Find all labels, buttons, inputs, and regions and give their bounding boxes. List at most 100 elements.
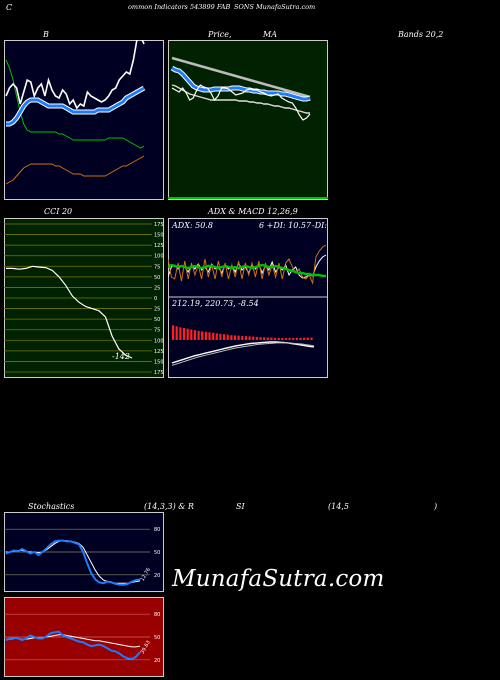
cci-tick-label: 0 <box>154 296 157 302</box>
adx-green-line <box>168 263 326 278</box>
macd-histogram-bar <box>186 328 189 341</box>
macd-histogram-bar <box>299 337 302 341</box>
macd-histogram-bar <box>230 335 233 340</box>
price-ma-long-line <box>171 56 311 99</box>
label-price: Price, <box>208 30 232 39</box>
price-ma-price-line <box>171 84 311 121</box>
macd-histogram-bar <box>248 336 251 340</box>
macd-signal-line <box>171 342 315 366</box>
bb-upper-line <box>5 59 145 149</box>
stochastics-main-line <box>5 539 141 586</box>
cci-line-path <box>6 265 133 359</box>
cci-tick-label: 150 <box>154 359 164 365</box>
label-rsi-params: (14,5 <box>328 502 349 511</box>
macd-histogram-bar <box>277 337 280 341</box>
macd-histogram-bar <box>263 337 266 340</box>
cci-tick-label: 25 <box>154 307 160 313</box>
macd-value-label: 212.19, 220.73, -8.54 <box>171 299 259 308</box>
label-adx: ADX & MACD 12,26,9 <box>208 207 298 216</box>
watermark: MunafaSutra.com <box>172 566 385 592</box>
cci-tick-label: 175 <box>154 370 164 376</box>
minus-di-label: -DI: 32.43 <box>312 221 328 230</box>
macd-histogram-bar <box>172 325 175 340</box>
cci-panel: 175 150 125 100 75 50 25 0 25 50 75 100 125 150 175 -1… <box>4 218 164 378</box>
stochastics-tick-label: 20 <box>154 573 160 579</box>
cci-tick-label: 50 <box>154 275 160 281</box>
cci-tick-label: 125 <box>154 349 164 355</box>
macd-histogram-bar <box>244 336 247 340</box>
stochastics-tick-label: 50 <box>154 550 160 556</box>
macd-histogram-bar <box>204 331 207 341</box>
macd-histogram-bar <box>233 335 237 341</box>
macd-histogram-bar <box>175 326 178 341</box>
macd-histogram-bar <box>281 338 284 340</box>
macd-histogram-bar <box>190 329 193 341</box>
macd-histogram-bar <box>212 332 215 340</box>
cci-tick-label: 75 <box>154 264 160 270</box>
price-ma-lines <box>170 56 311 121</box>
label-stoch-params: (14,3,3) & R <box>144 502 194 511</box>
cci-tick-label: 100 <box>154 254 164 260</box>
macd-histogram-bar <box>310 337 313 340</box>
macd-histogram-bar <box>179 327 182 340</box>
cci-tick-label: 175 <box>154 222 164 228</box>
macd-histogram-bar <box>259 337 262 341</box>
macd-histogram-bar <box>197 330 200 340</box>
label-bands: Bands 20,2 <box>398 30 444 39</box>
macd-histogram-bar <box>215 333 218 340</box>
rsi-signal-line <box>6 634 141 648</box>
label-si: SI <box>236 502 245 511</box>
label-paren: ) <box>434 502 438 511</box>
cci-tick-label: 150 <box>154 233 164 239</box>
macd-histogram-bar <box>252 336 255 341</box>
macd-histogram-bar <box>193 330 196 340</box>
adx-lines <box>168 244 327 285</box>
cci-tick-label: 75 <box>154 328 160 334</box>
bb-price-line <box>5 40 145 110</box>
cci-tick-label: 100 <box>154 338 164 344</box>
cci-tick-label: 125 <box>154 243 164 249</box>
bollinger-panel <box>4 40 164 200</box>
price-ma-main-line <box>171 66 311 101</box>
cci-tick-label: 50 <box>154 317 160 323</box>
cci-grid: 175 150 125 100 75 50 25 0 25 50 75 100 125 150 175 <box>4 222 164 376</box>
bb-lower-line <box>5 155 145 185</box>
macd-histogram-bar <box>303 337 306 340</box>
macd-histogram-bar <box>208 332 211 341</box>
label-b: B <box>43 30 49 39</box>
bollinger-frame <box>4 40 164 200</box>
macd-histogram-bar <box>306 337 309 340</box>
rsi-tick-label: 50 <box>154 635 160 641</box>
rsi-tick-label: 20 <box>154 658 160 664</box>
header-site: SONS MunafaSutra.com <box>234 3 316 11</box>
cci-line <box>6 265 133 359</box>
adx-macd-frame <box>168 218 328 378</box>
cci-tick-label: 25 <box>154 285 160 291</box>
header-left-letter: C <box>6 3 13 12</box>
bb-middle-line <box>6 86 145 126</box>
adx-macd-panel: ADX: 50.8 6 +DI: 10.57 -DI: 32.43 212.19… <box>168 218 328 378</box>
adx-value-label: ADX: 50.8 <box>171 221 213 230</box>
macd-histogram-bar <box>273 337 277 341</box>
label-cci: CCI 20 <box>44 207 73 216</box>
macd-histogram-bar <box>219 333 222 340</box>
price-ma-frame <box>168 40 328 200</box>
cci-value-label: -142 <box>112 352 130 361</box>
price-ma-mid-line <box>171 84 310 114</box>
macd-histogram-bar <box>288 338 291 340</box>
macd-histogram-bar <box>270 337 273 340</box>
bollinger-lines <box>5 40 146 185</box>
macd-histogram <box>172 325 313 341</box>
rsi-main-line <box>5 630 141 661</box>
plus-di-label: 6 +DI: 10.57 <box>259 221 312 230</box>
macd-histogram-bar <box>201 331 204 340</box>
macd-histogram-bar <box>182 328 186 340</box>
macd-histogram-bar <box>241 335 244 341</box>
macd-histogram-bar <box>237 335 240 340</box>
label-stochastics: Stochastics <box>28 502 75 511</box>
stochastics-lines <box>5 539 141 586</box>
label-ma: MA <box>263 30 277 39</box>
price-ma-panel <box>168 40 328 200</box>
macd-histogram-bar <box>226 334 229 341</box>
